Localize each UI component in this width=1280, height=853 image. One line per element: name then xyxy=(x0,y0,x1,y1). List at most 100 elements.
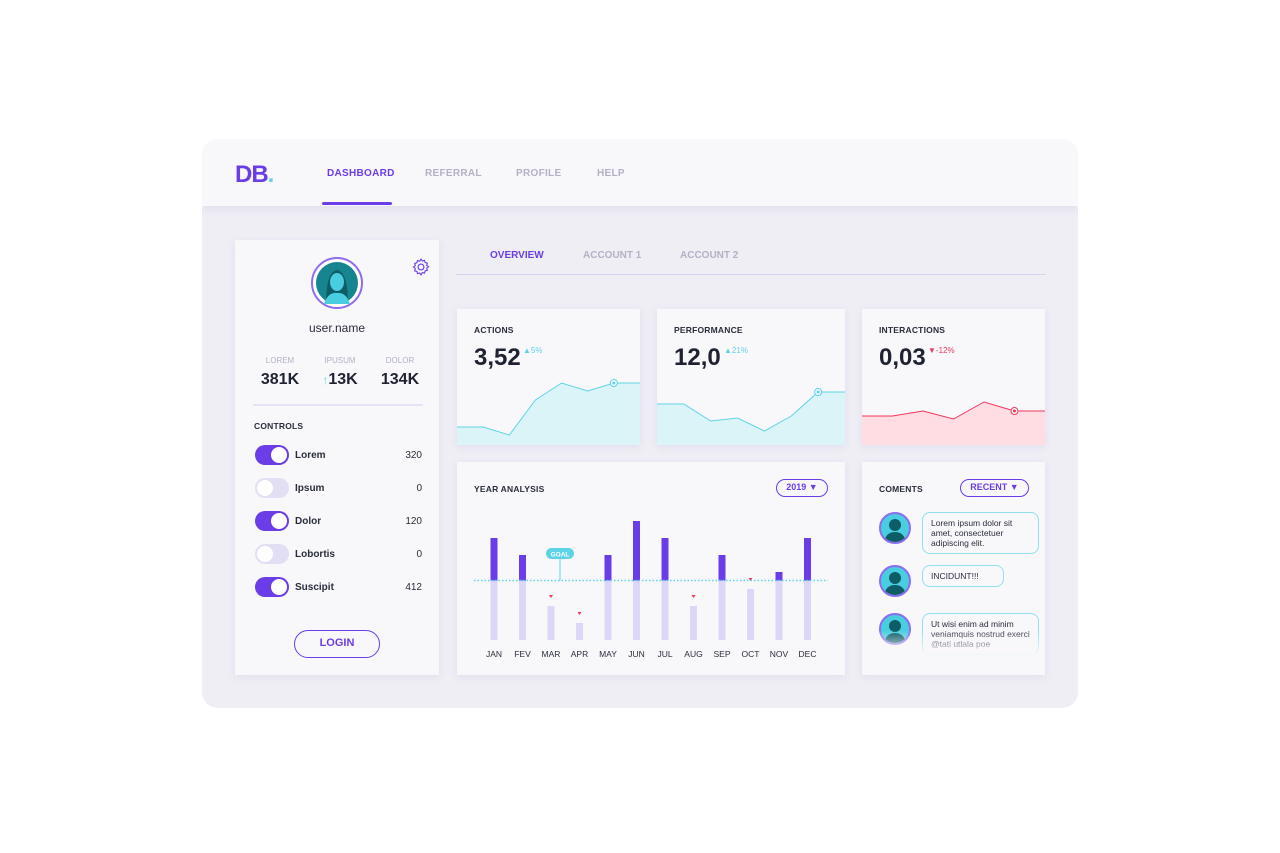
nav-help[interactable]: HELP xyxy=(597,168,625,179)
toggle-knob xyxy=(257,480,273,496)
sparkline-area xyxy=(862,402,1045,445)
x-tick-label: NOV xyxy=(770,649,789,659)
control-value: 412 xyxy=(405,582,422,593)
kpi-value: 12,0 xyxy=(674,344,721,371)
bar-nov-above-goal[interactable] xyxy=(775,572,783,581)
fade-overlay xyxy=(862,630,1045,675)
toggle-ipsum[interactable] xyxy=(255,478,289,498)
commenter-avatar[interactable] xyxy=(879,565,911,597)
kpi-card-performance: PERFORMANCE 12,0 ▲21% xyxy=(657,309,845,445)
gear-icon[interactable] xyxy=(411,257,431,277)
bar-may-above-goal[interactable] xyxy=(604,555,612,581)
control-label: Lobortis xyxy=(295,549,335,560)
year-dropdown[interactable]: 2019 ▼ xyxy=(776,479,828,497)
tab-account-2[interactable]: ACCOUNT 2 xyxy=(680,250,739,261)
bar-fev-base[interactable] xyxy=(519,580,526,641)
kpi-card-actions: ACTIONS 3,52 ▲5% xyxy=(457,309,640,445)
recent-dropdown[interactable]: RECENT ▼ xyxy=(960,479,1029,497)
bar-jul-above-goal[interactable] xyxy=(661,538,669,581)
sparkline-line xyxy=(457,382,640,436)
comment-bubble: Lorem ipsum dolor sit amet, consectetuer… xyxy=(922,512,1039,554)
kpi-delta: ▼-12% xyxy=(928,346,955,355)
sparkline-line xyxy=(657,391,845,432)
nav-dashboard[interactable]: DASHBOARD xyxy=(327,168,395,179)
toggle-lorem[interactable] xyxy=(255,445,289,465)
logo[interactable]: DB. xyxy=(235,161,275,189)
stat-value: 134K xyxy=(380,371,420,388)
bar-jan-above-goal[interactable] xyxy=(490,538,498,581)
toggle-dolor[interactable] xyxy=(255,511,289,531)
control-label: Lorem xyxy=(295,450,326,461)
stat-label: DOLOR xyxy=(385,356,415,365)
tab-account-1[interactable]: ACCOUNT 1 xyxy=(583,250,642,261)
bar-jun-base[interactable] xyxy=(633,580,640,641)
kpi-title: INTERACTIONS xyxy=(879,325,946,335)
kpi-value: 3,52 xyxy=(474,344,521,371)
kpi-delta: ▲21% xyxy=(724,346,748,355)
logo-text: DB xyxy=(235,161,269,188)
control-label: Dolor xyxy=(295,516,322,527)
control-value: 320 xyxy=(405,450,422,461)
toggle-suscipit[interactable] xyxy=(255,577,289,597)
nav-profile[interactable]: PROFILE xyxy=(516,168,562,179)
bar-sep-base[interactable] xyxy=(718,580,726,641)
bar-fev-above-goal[interactable] xyxy=(519,555,526,581)
x-tick-label: OCT xyxy=(742,649,760,659)
stat-value: 381K xyxy=(260,371,300,388)
logo-dot: . xyxy=(267,161,275,188)
comment-bubble: INCIDUNT!!! xyxy=(922,565,1004,587)
sparkline-area xyxy=(457,383,640,445)
bar-dec-base[interactable] xyxy=(804,580,811,641)
x-tick-label: DEC xyxy=(799,649,817,659)
bar-chart: JAN FEV MAR APR MAY JUN JUL AUG SEP OCT NOV DEC GOAL xyxy=(474,521,828,659)
bar-mar[interactable] xyxy=(547,606,555,640)
divider xyxy=(253,404,423,406)
stat-value: 13K xyxy=(328,371,358,388)
control-label: Ipsum xyxy=(295,483,325,494)
goal-badge xyxy=(546,548,574,559)
tabs-divider xyxy=(456,274,1046,275)
avatar[interactable] xyxy=(311,257,363,309)
tab-overview[interactable]: OVERVIEW xyxy=(490,250,544,261)
nav-referral[interactable]: REFERRAL xyxy=(425,168,482,179)
bar-jun-above-goal[interactable] xyxy=(633,521,640,581)
bar-sep-above-goal[interactable] xyxy=(718,555,726,581)
bar-apr[interactable] xyxy=(576,623,583,640)
x-tick-label: AUG xyxy=(684,649,702,659)
kpi-delta: ▲5% xyxy=(523,346,543,355)
sparkline-marker-dot xyxy=(612,381,616,385)
profile-stats: LOREM 381K IPUSUM ↑13K DOLOR 134K xyxy=(255,356,425,389)
stat-label: LOREM xyxy=(265,356,295,365)
x-tick-label: MAY xyxy=(599,649,617,659)
toggle-lobortis[interactable] xyxy=(255,544,289,564)
bar-may-base[interactable] xyxy=(604,580,612,641)
bar-jan-base[interactable] xyxy=(490,580,498,641)
x-tick-label: JUL xyxy=(657,649,672,659)
stat-dolor: DOLOR 134K xyxy=(375,356,425,389)
bar-aug[interactable] xyxy=(690,606,697,640)
kpi-title: PERFORMANCE xyxy=(674,325,743,335)
miss-marker-icon xyxy=(577,612,582,615)
chart-title: YEAR ANALYSIS xyxy=(474,484,545,494)
x-tick-label: JUN xyxy=(628,649,645,659)
sparkline xyxy=(862,401,1045,445)
person-icon xyxy=(884,572,906,595)
stat-label: IPUSUM xyxy=(324,356,356,365)
bar-jul-base[interactable] xyxy=(661,580,669,641)
control-value: 120 xyxy=(405,516,422,527)
bar-oct[interactable] xyxy=(747,589,754,640)
nav-active-indicator xyxy=(322,202,392,205)
sparkline-area xyxy=(657,392,845,445)
kpi-value: 0,03 xyxy=(879,344,926,371)
bar-dec-above-goal[interactable] xyxy=(804,538,811,581)
sparkline xyxy=(457,379,640,445)
comments-title: COMENTS xyxy=(879,484,923,494)
login-button[interactable]: LOGIN xyxy=(294,630,380,658)
miss-marker-icon xyxy=(748,578,753,581)
bar-nov-base[interactable] xyxy=(775,580,783,641)
commenter-avatar[interactable] xyxy=(879,512,911,544)
goal-label: GOAL xyxy=(551,552,570,559)
user-portrait-icon xyxy=(316,262,358,304)
arrow-up-icon: ↑ xyxy=(322,373,329,387)
year-analysis-card: YEAR ANALYSIS 2019 ▼ JAN FEV MAR APR MAY JUN J… xyxy=(457,462,845,675)
